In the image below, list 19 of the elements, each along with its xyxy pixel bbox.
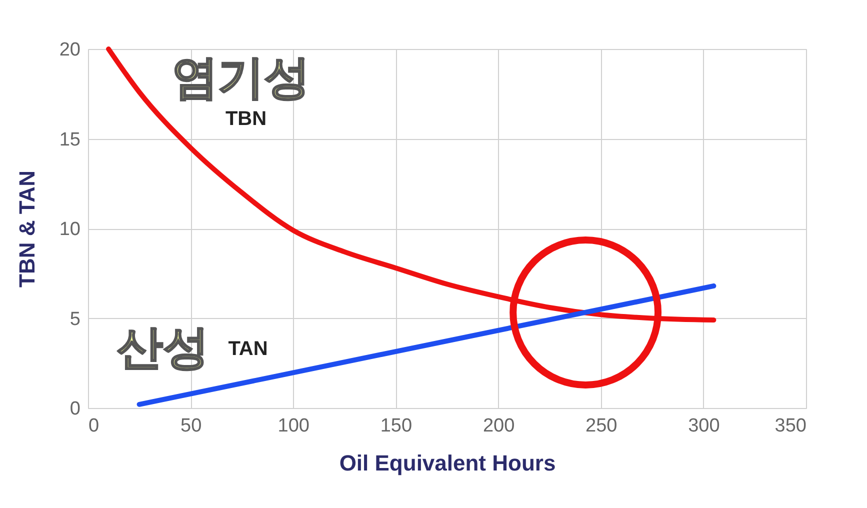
x-tick-label: 250	[586, 416, 618, 436]
annotation: 염기성	[172, 51, 310, 103]
y-tick-label: 5	[70, 308, 80, 330]
series-label: TBN	[225, 108, 267, 130]
y-axis-title: TBN & TAN	[14, 170, 40, 288]
x-tick-label: 350	[774, 416, 806, 436]
y-tick-label: 15	[59, 129, 80, 150]
x-tick-label: 100	[278, 416, 310, 436]
x-tick-label: 200	[482, 416, 515, 436]
x-tick-label: 150	[380, 416, 412, 436]
y-tick-label: 20	[59, 40, 80, 60]
x-axis-title: Oil Equivalent Hours	[339, 450, 556, 476]
series-label: TAN	[228, 338, 268, 360]
x-tick-label: 0	[88, 416, 100, 436]
annotation: 산성	[117, 321, 209, 373]
x-tick-label: 50	[180, 416, 202, 436]
y-tick-label: 10	[59, 219, 80, 240]
y-tick-label: 0	[70, 398, 80, 420]
x-tick-label: 300	[688, 416, 720, 436]
